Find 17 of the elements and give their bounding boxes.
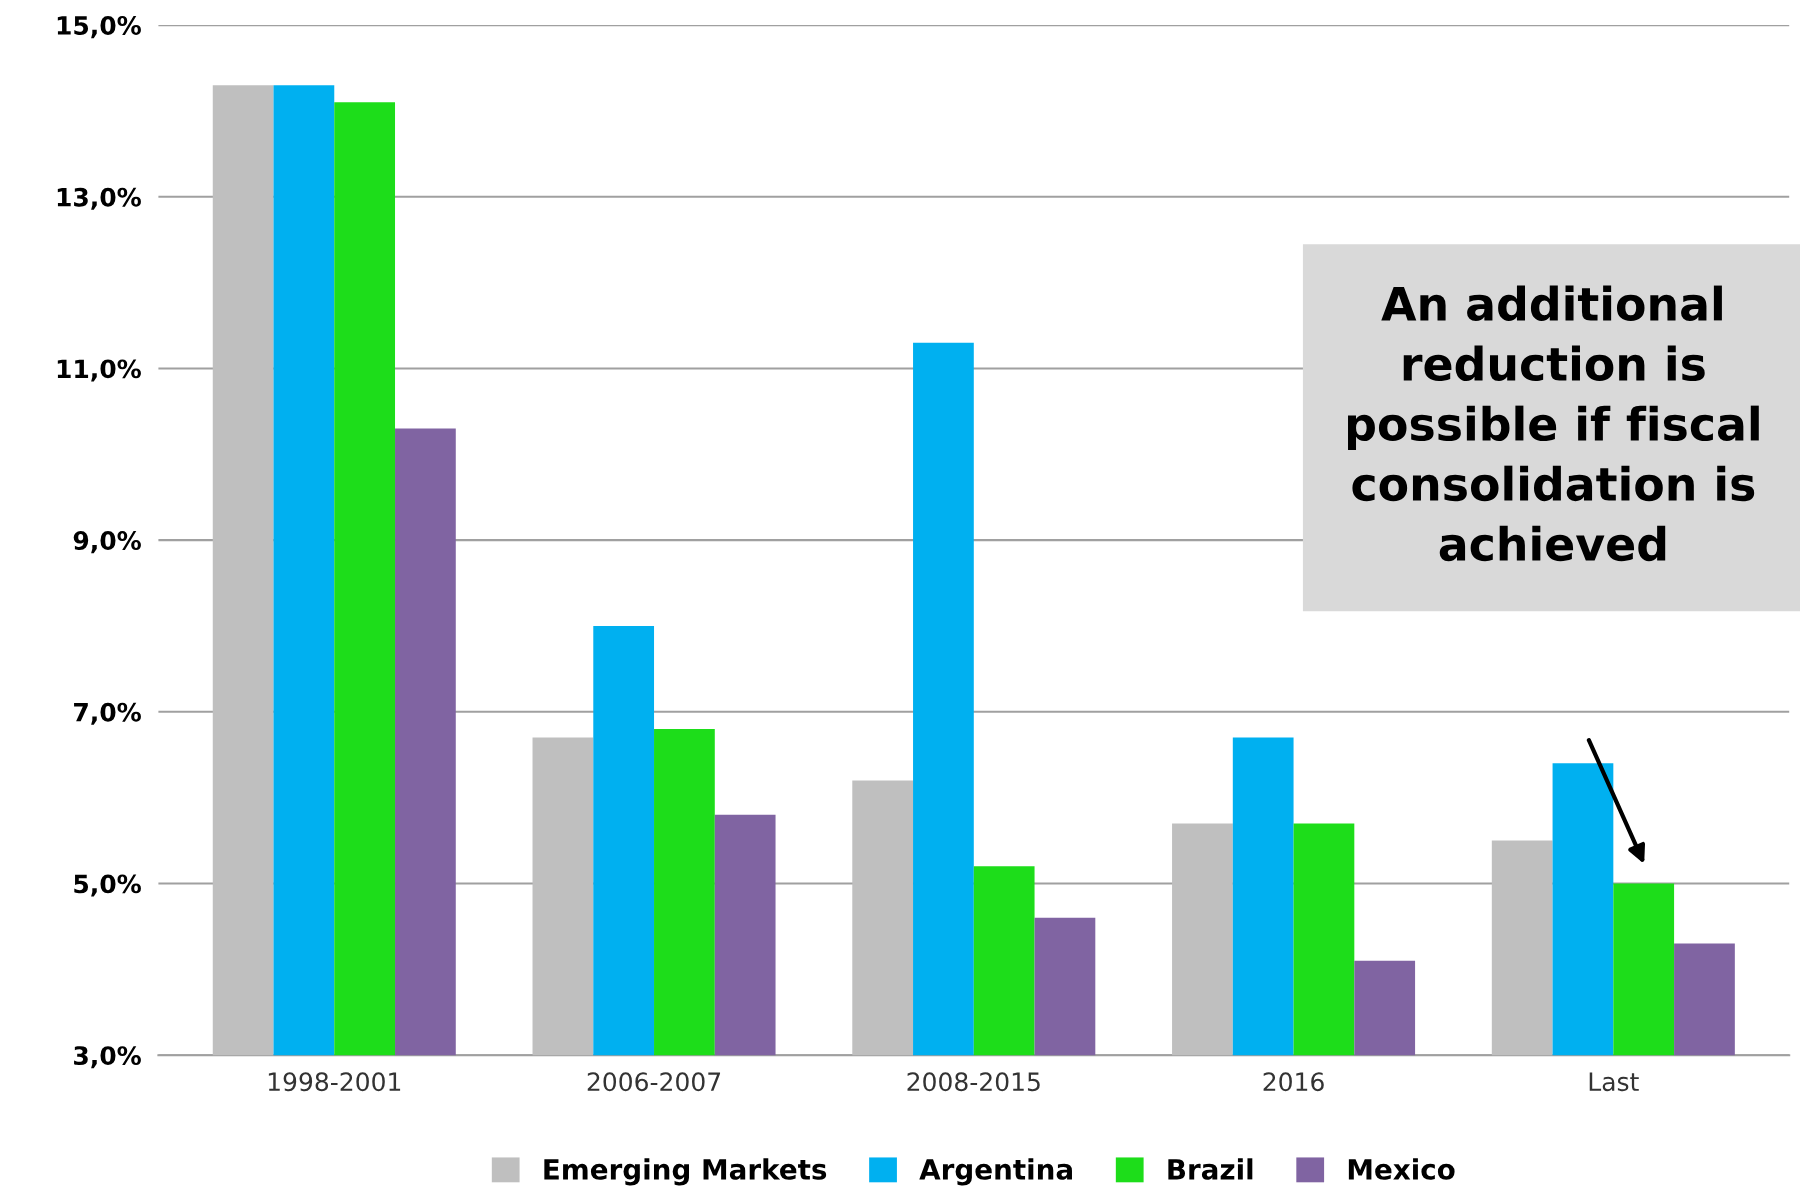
y-tick-label: 13,0% — [57, 187, 141, 210]
legend-label: Argentina — [919, 1158, 1072, 1186]
y-tick-label: 15,0% — [57, 16, 141, 39]
y-tick-label: 9,0% — [73, 531, 141, 554]
y-tick-label: 7,0% — [74, 702, 141, 725]
x-tick-label: 2006-2007 — [587, 1072, 721, 1092]
y-tick-label: 11,0% — [57, 359, 141, 382]
x-tick-label: 2016 — [1263, 1072, 1324, 1092]
annotation: An additional reduction is possible if fiscal consolidation is achieved — [1348, 285, 1759, 562]
x-tick-label: 1998-2001 — [268, 1072, 401, 1092]
y-tick-label: 5,0% — [74, 874, 141, 897]
y-tick-label: 3,0% — [74, 1046, 141, 1069]
legend-label: Mexico — [1348, 1158, 1455, 1180]
legend-label: Brazil — [1168, 1158, 1253, 1180]
x-tick-label: Last — [1589, 1072, 1639, 1092]
x-tick-label: 2008-2015 — [907, 1072, 1040, 1092]
legend-label: Emerging Markets — [544, 1158, 827, 1186]
